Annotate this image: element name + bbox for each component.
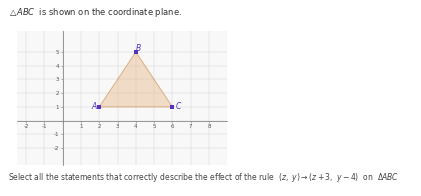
Text: Select all the statements that correctly describe the effect of the rule  $(z,\ : Select all the statements that correctly… [8, 171, 399, 184]
Polygon shape [99, 52, 173, 107]
Text: A: A [91, 103, 96, 112]
Text: $\triangle\!\mathit{ABC}$  is shown on the coordinate plane.: $\triangle\!\mathit{ABC}$ is shown on th… [8, 6, 182, 19]
Text: B: B [136, 44, 141, 53]
Text: C: C [175, 103, 181, 112]
